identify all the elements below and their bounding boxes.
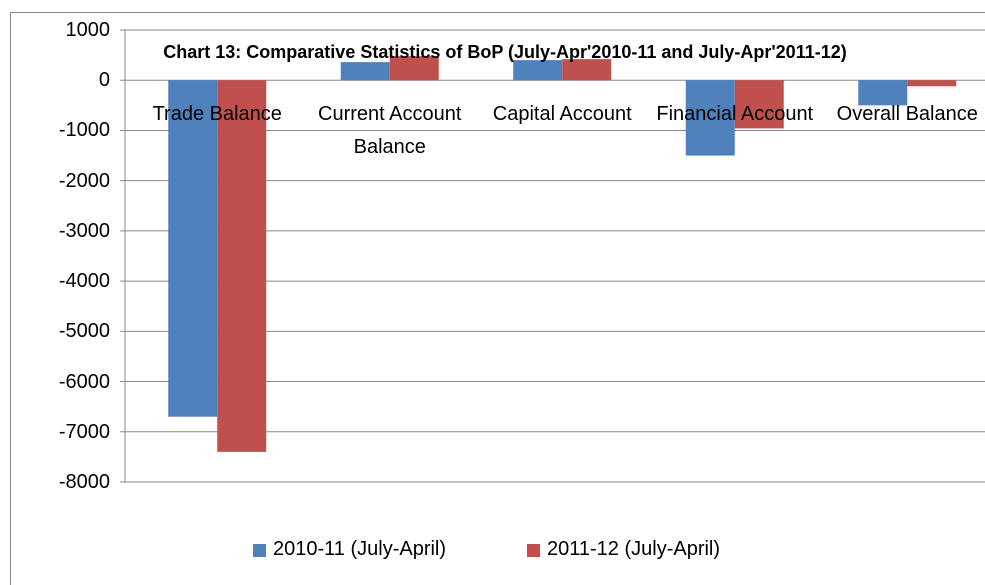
bar (685, 80, 735, 156)
legend-swatch (253, 544, 266, 557)
x-tick-label: Current Account Balance (318, 103, 462, 159)
x-tick-label: Financial Account (656, 103, 814, 126)
bar (217, 80, 267, 452)
chart-title: Chart 13: Comparative Statistics of BoP … (163, 42, 847, 62)
y-tick-label: -4000 (58, 270, 110, 293)
y-tick-label: -3000 (58, 219, 110, 242)
bar (562, 59, 612, 81)
bar (858, 80, 908, 106)
y-tick-label: -1000 (58, 119, 110, 142)
y-tick-label: 1000 (65, 19, 111, 41)
legend-swatch (527, 544, 540, 557)
bar (513, 60, 563, 81)
y-tick-label: -8000 (58, 471, 110, 493)
y-tick-label: -6000 (58, 370, 110, 393)
bar (340, 62, 390, 81)
bar (907, 80, 957, 87)
legend-label: 2010-11 (July-April) (273, 538, 447, 560)
x-tick-label: Trade Balance (152, 103, 282, 126)
bar (168, 80, 218, 417)
bar (389, 56, 439, 81)
chart-frame (10, 12, 985, 585)
y-tick-label: 0 (98, 69, 110, 92)
y-tick-label: -5000 (58, 320, 110, 343)
legend-label: 2011-12 (July-April) (547, 538, 721, 560)
x-tick-label: Overall Balance (836, 103, 978, 126)
y-tick-label: -2000 (58, 169, 110, 192)
bar (734, 80, 784, 129)
y-tick-label: -7000 (58, 420, 110, 443)
x-tick-label: Capital Account (492, 103, 632, 126)
